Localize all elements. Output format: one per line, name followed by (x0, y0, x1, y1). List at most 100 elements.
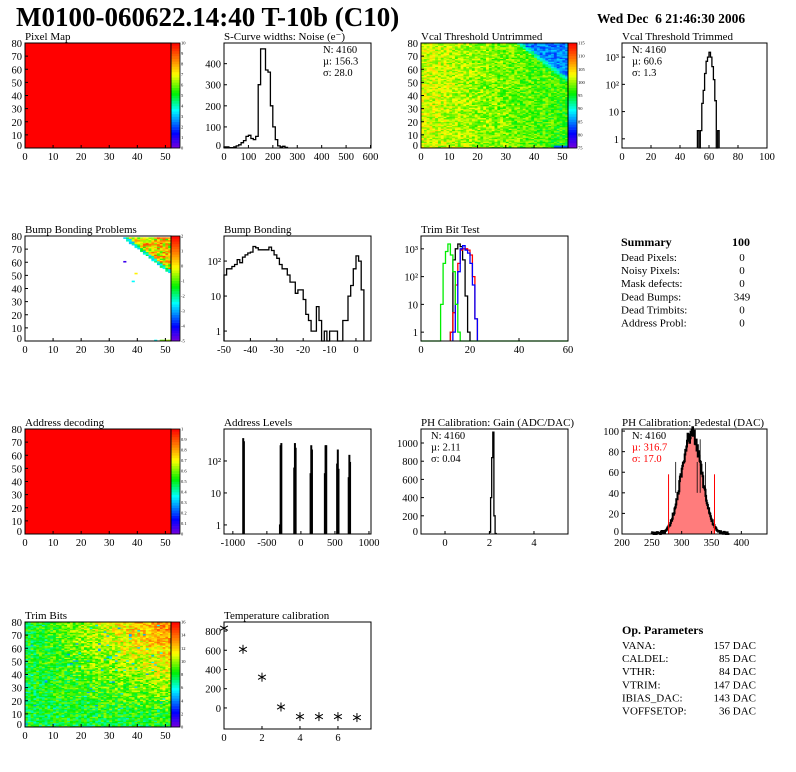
heatmap-cell (505, 62, 509, 65)
heatmap-cell (483, 87, 487, 90)
heatmap-cell (559, 66, 563, 69)
heatmap-cell (531, 87, 535, 90)
heatmap-cell (83, 725, 88, 728)
heatmap-cell (514, 146, 518, 149)
heatmap-cell (559, 52, 563, 54)
heatmap-cell (536, 144, 541, 146)
heatmap-cell (443, 48, 447, 50)
heatmap-cell (531, 134, 535, 137)
heatmap-cell (486, 87, 490, 90)
heatmap-cell (505, 128, 509, 130)
heatmap-cell (440, 117, 444, 120)
heatmap-cell (134, 239, 138, 242)
y-tick-label: 70 (408, 52, 419, 63)
heatmap-cell (469, 134, 473, 137)
heatmap-cell (565, 133, 569, 136)
x-tick-label: 10 (48, 538, 59, 549)
heatmap-cell (435, 120, 439, 123)
heatmap-cell (505, 108, 509, 111)
heatmap-cell (508, 123, 512, 125)
heatmap-cell (446, 100, 450, 103)
heatmap-cell (421, 130, 425, 133)
heatmap-cell (452, 123, 456, 125)
heatmap-cell (460, 61, 464, 63)
heatmap-cell (542, 58, 546, 61)
heatmap-cell (486, 86, 490, 88)
heatmap-cell (505, 87, 509, 90)
heatmap-cell (423, 119, 427, 121)
heatmap-cell (469, 108, 473, 111)
heatmap-cell (565, 54, 569, 57)
heatmap-cell (508, 144, 512, 146)
heatmap-cell (534, 104, 538, 107)
heatmap-cell (159, 254, 163, 256)
heatmap-cell (457, 117, 461, 120)
heatmap-cell (500, 141, 504, 144)
heatmap-cell (517, 49, 521, 52)
heatmap-cell (480, 86, 484, 88)
heatmap-cell (534, 82, 538, 84)
heatmap-cell (457, 92, 461, 95)
heatmap-cell (562, 86, 566, 88)
heatmap-cell (480, 53, 484, 56)
heatmap-cell (494, 86, 498, 88)
heatmap-cell (435, 75, 439, 78)
heatmap-cell (539, 90, 543, 92)
heatmap-cell (502, 115, 507, 117)
heatmap-cell (534, 48, 538, 50)
heatmap-cell (435, 79, 439, 82)
heatmap-cell (559, 48, 563, 50)
heatmap-cell (497, 60, 501, 62)
heatmap-cell (488, 109, 492, 112)
heatmap-cell (559, 96, 563, 99)
heatmap-cell (154, 251, 158, 254)
heatmap-cell (454, 62, 459, 65)
heatmap-cell (457, 103, 461, 105)
heatmap-cell (548, 99, 552, 102)
heatmap-cell (483, 45, 487, 48)
heatmap-cell (517, 57, 521, 60)
heatmap-cell (460, 103, 464, 105)
heatmap-cell (562, 117, 566, 120)
palette-color-step (568, 69, 577, 73)
heatmap-cell (483, 65, 487, 67)
heatmap-cell (545, 78, 549, 81)
heatmap-cell (497, 134, 501, 137)
y-tick-label: 0 (614, 527, 619, 538)
heatmap-cell (128, 239, 132, 242)
heatmap-cell (457, 132, 461, 134)
y-tick-label: 600 (402, 475, 418, 486)
heatmap-cell (454, 113, 459, 116)
heatmap-cell (469, 100, 473, 103)
palette-tick-label: 0.1 (181, 521, 187, 526)
heatmap-cell (502, 81, 507, 83)
heatmap-cell (522, 50, 526, 53)
heatmap-cell (542, 103, 546, 105)
heatmap-cell (486, 124, 490, 126)
heatmap-cell (463, 61, 467, 63)
panel-ped: PH Calibration: Pedestal (DAC)200 250 300 3… (603, 417, 768, 549)
heatmap-cell (528, 109, 532, 112)
y-tick-label: 70 (12, 245, 23, 256)
heatmap-cell (505, 106, 509, 108)
heatmap-cell (525, 94, 529, 96)
heatmap-cell (151, 245, 155, 247)
heatmap-cell (460, 96, 464, 99)
heatmap-cell (435, 134, 439, 137)
heatmap-cell (426, 65, 430, 67)
heatmap-cell (423, 102, 427, 104)
heatmap-cell (502, 69, 507, 71)
heatmap-cell (551, 134, 555, 137)
heatmap-cell (463, 91, 467, 94)
heatmap-cell (426, 67, 430, 70)
heatmap-cell (460, 129, 464, 132)
heatmap-cell (446, 73, 450, 75)
heatmap-cell (426, 102, 430, 104)
heatmap-cell (486, 142, 490, 145)
heatmap-cell (469, 49, 473, 52)
heatmap-cell (494, 137, 498, 140)
panel-gain: PH Calibration: Gain (ADC/DAC)0 2 40200400… (397, 417, 574, 549)
heatmap-cell (488, 78, 492, 81)
heatmap-cell (457, 95, 461, 98)
heatmap-cell (565, 144, 569, 146)
